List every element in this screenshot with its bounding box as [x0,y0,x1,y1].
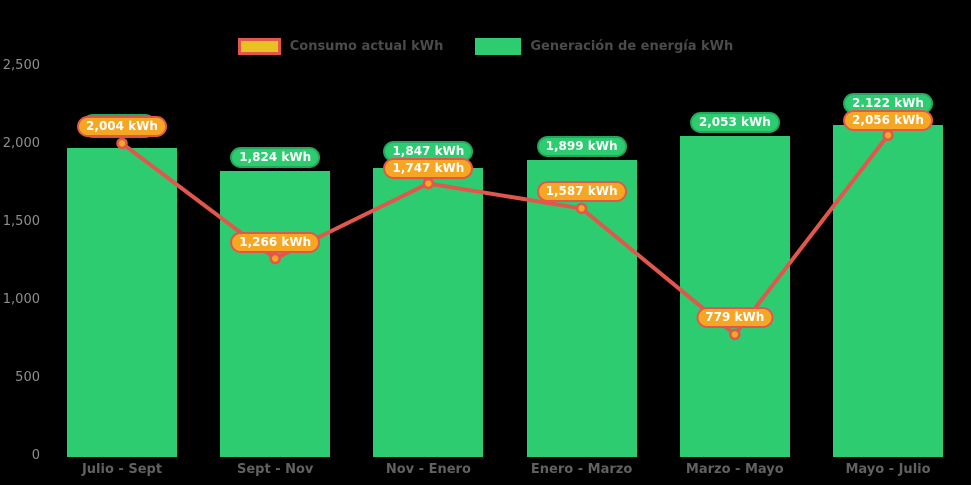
legend-item-generacion[interactable]: Generación de energía kWh [475,38,733,55]
x-axis-category-label: Sept - Nov [236,462,314,477]
y-axis-tick-label: 500 [15,370,40,385]
generacion-value-label: 1,824 kWh [230,147,321,169]
legend-label-consumo: Consumo actual kWh [289,39,444,54]
bar-generacion[interactable] [679,135,790,457]
generacion-swatch-icon [475,38,522,55]
consumo-swatch-icon [237,38,281,55]
consumo-value-label: 1,587 kWh [536,181,627,203]
x-axis-category-label: Nov - Enero [385,462,471,477]
bar-generacion[interactable] [220,171,331,457]
legend-label-generacion: Generación de energía kWh [530,39,734,54]
consumo-value-label: 779 kWh [696,307,774,329]
y-axis-tick-label: 2,000 [2,136,40,151]
y-axis-tick-label: 2,500 [2,58,40,73]
bar-generacion[interactable] [67,147,177,457]
bar-generacion[interactable] [526,159,637,457]
generacion-value-label: 1,899 kWh [536,135,627,157]
consumo-value-label: 1,747 kWh [383,158,474,180]
consumo-value-label: 2,056 kWh [843,110,933,132]
generacion-value-label: 2,053 kWh [689,111,780,133]
consumo-value-label: 2,004 kWh [77,116,167,138]
y-axis-tick-label: 1,500 [2,214,40,229]
consumo-data-point[interactable] [116,137,128,150]
y-axis-tick-label: 1,000 [2,292,40,307]
y-axis-tick-label: 0 [31,448,40,463]
x-axis-category-label: Mayo - Julio [845,462,931,477]
bar-generacion[interactable] [373,167,484,457]
consumo-value-label: 1,266 kWh [230,231,321,253]
x-axis-category-label: Marzo - Mayo [685,462,784,477]
x-axis-category-label: Julio - Sept [81,462,163,477]
legend-item-consumo[interactable]: Consumo actual kWh [237,38,444,55]
bar-generacion[interactable] [833,124,943,457]
x-axis-category-label: Enero - Marzo [530,462,633,477]
legend: Consumo actual kWh Generación de energía… [0,38,971,55]
